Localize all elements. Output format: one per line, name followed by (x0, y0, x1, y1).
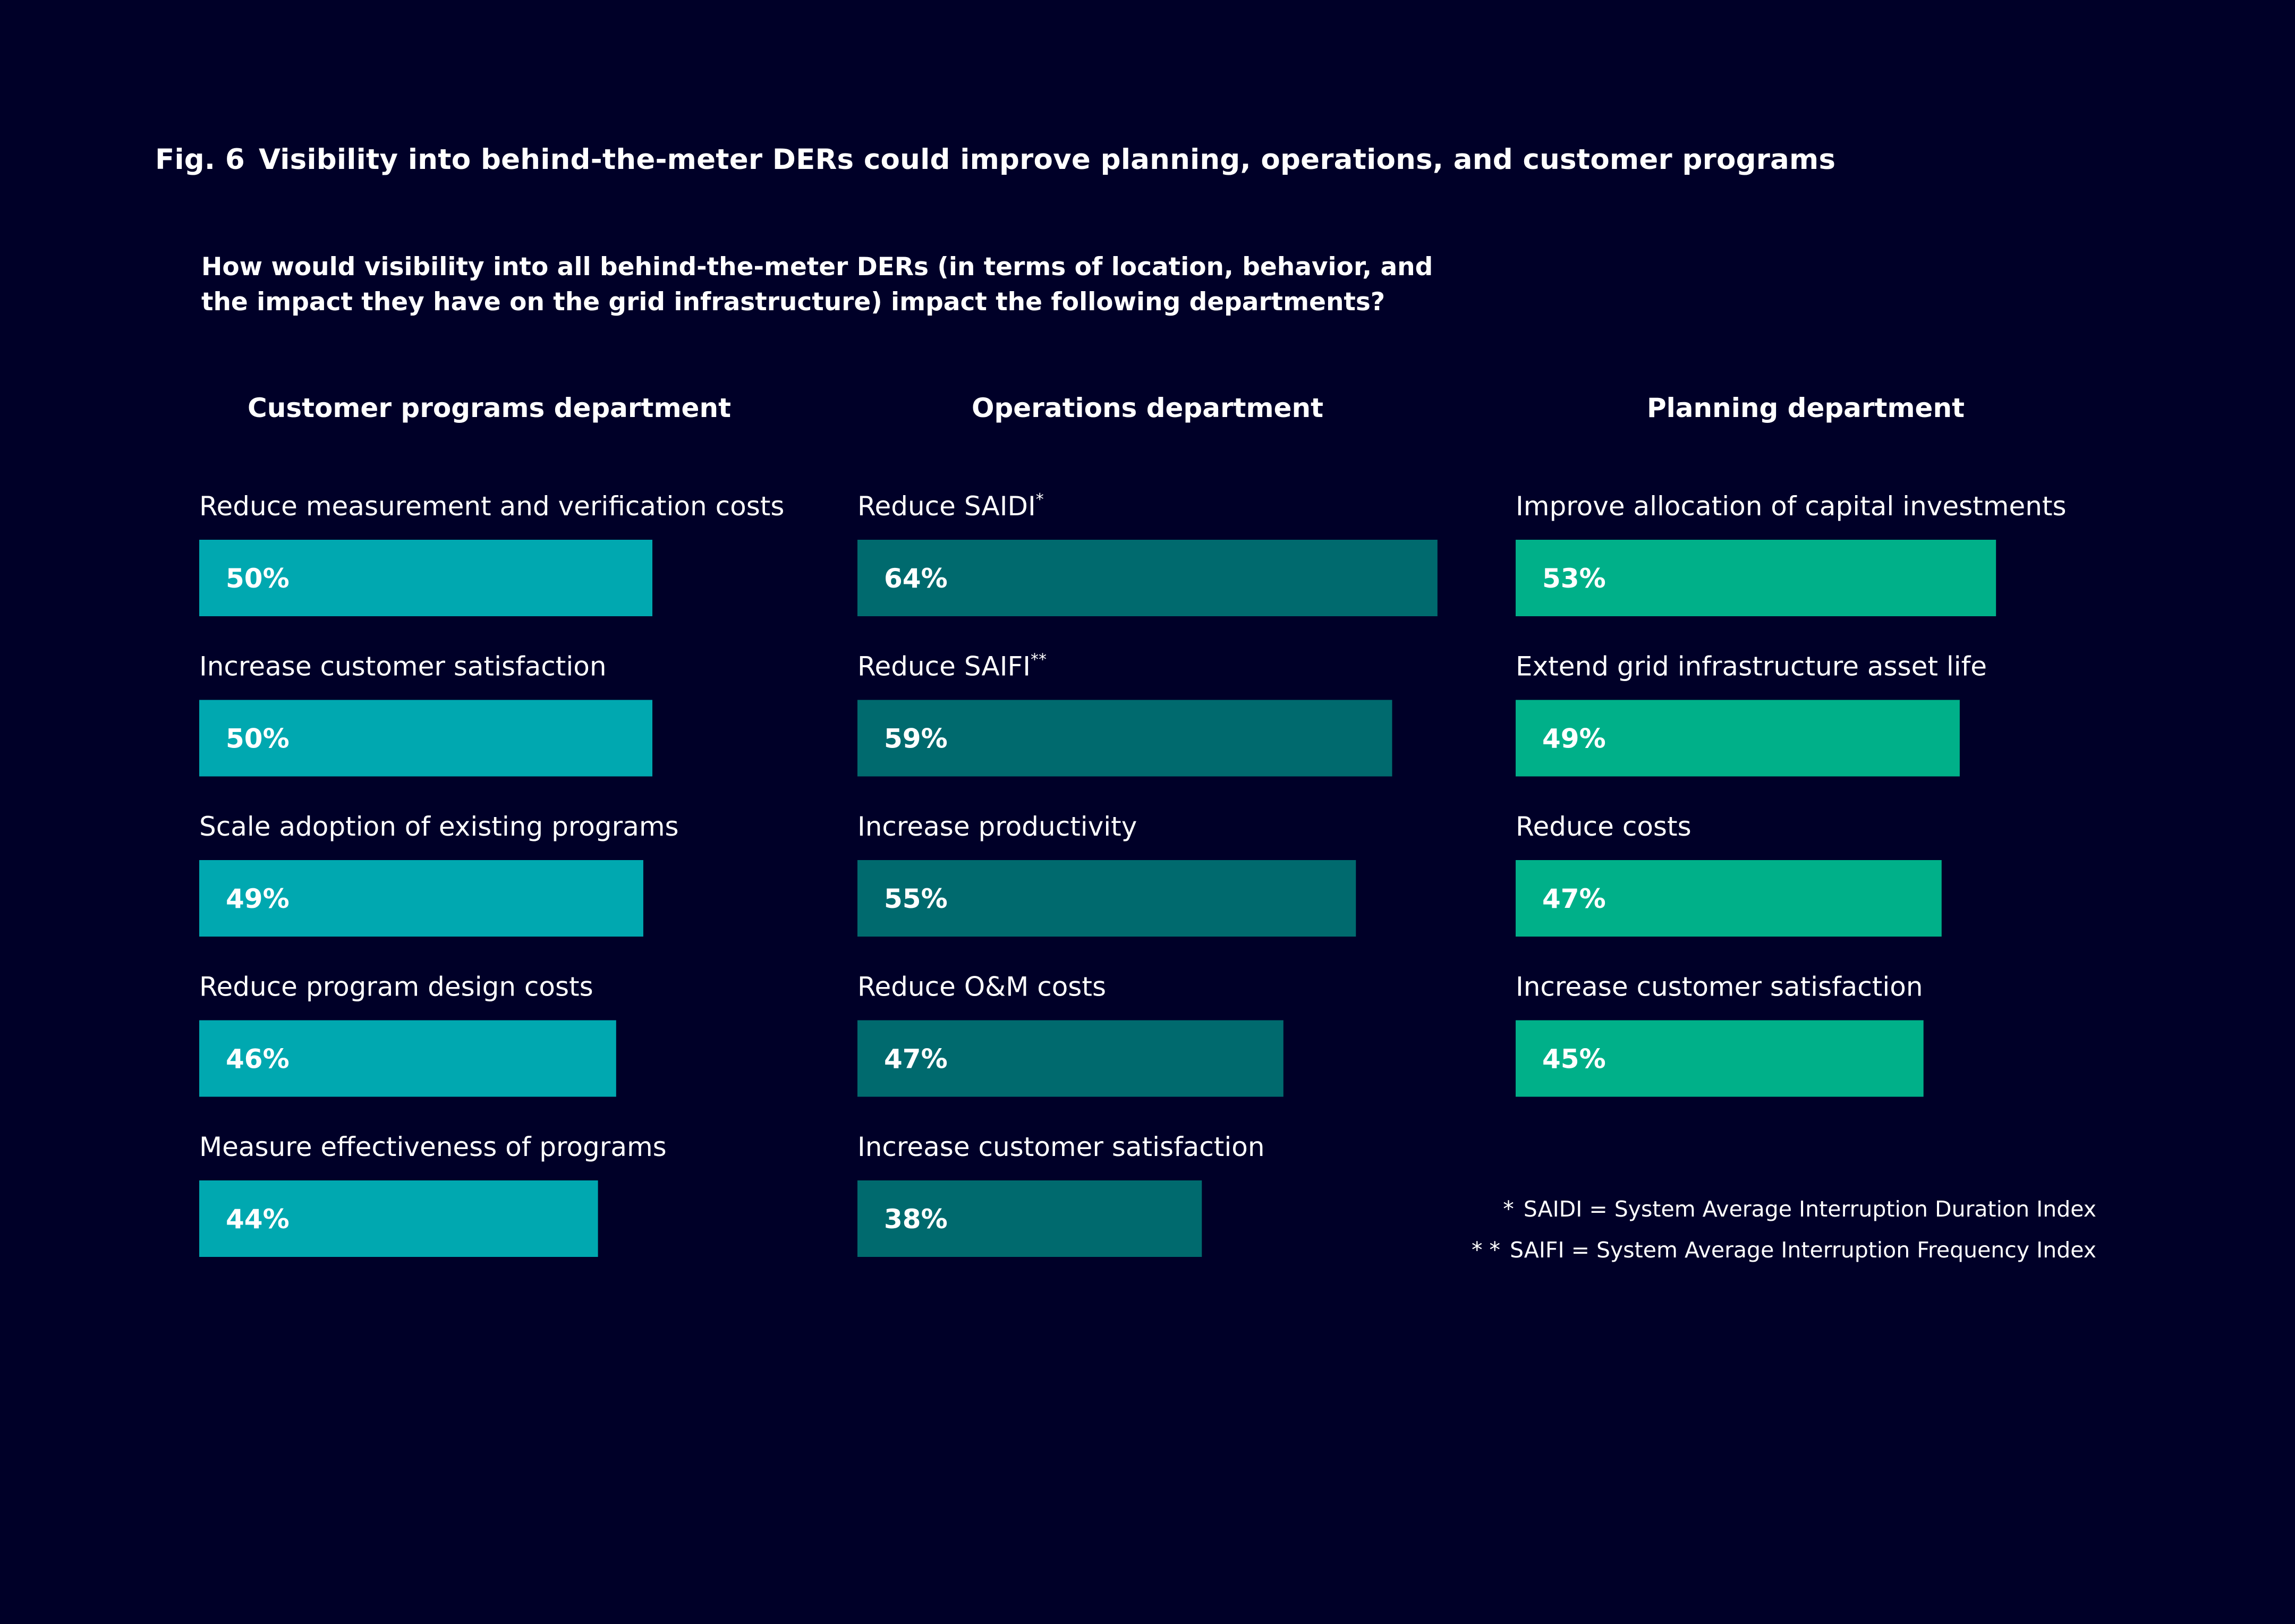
category-label: Increase customer satisfaction (199, 651, 607, 682)
bar-value-label: 44% (226, 1204, 290, 1235)
bar-value-label: 59% (884, 724, 948, 754)
bar (857, 1020, 1284, 1097)
bar-value-label: 49% (1542, 724, 1606, 754)
category-label: Extend grid infrastructure asset life (1516, 651, 1987, 682)
bar-value-label: 49% (226, 883, 290, 914)
category-label: Measure effectiveness of programs (199, 1132, 667, 1162)
footnote-saidi: * SAIDI = System Average Interruption Dur… (1472, 1189, 2096, 1230)
category-label: Increase productivity (857, 811, 1137, 842)
survey-question: How would visibility into all behind-the… (201, 250, 1433, 320)
category-label: Reduce O&M costs (857, 972, 1106, 1002)
panel-title: Operations department (972, 393, 1323, 423)
category-label: Improve allocation of capital investment… (1516, 491, 2067, 522)
bar (199, 860, 643, 937)
bar (857, 1180, 1202, 1257)
category-label: Reduce SAIDI* (857, 490, 1044, 522)
category-label: Reduce costs (1516, 811, 1692, 842)
bar-value-label: 50% (226, 563, 290, 594)
bar (857, 700, 1392, 777)
bar (1516, 700, 1960, 777)
footnote-text: SAIDI = System Average Interruption Dura… (1523, 1196, 2096, 1222)
bar-value-label: 64% (884, 563, 948, 594)
category-label: Reduce measurement and verification cost… (199, 491, 784, 522)
bar-value-label: 53% (1542, 563, 1606, 594)
bar (857, 540, 1438, 616)
survey-question-line-2: the impact they have on the grid infrast… (201, 287, 1386, 317)
bar-value-label: 50% (226, 724, 290, 754)
bar (1516, 860, 1942, 937)
bar (857, 860, 1356, 937)
bar-value-label: 45% (1542, 1044, 1606, 1075)
bar-value-label: 46% (226, 1044, 290, 1075)
footnote-saifi: * * SAIFI = System Average Interruption F… (1472, 1230, 2096, 1271)
footnote-mark: * * (1471, 1237, 1500, 1263)
panel-2: Operations department Reduce SAIDI* 64% Red… (857, 393, 1438, 1257)
figure-title: Fig. 6 Visibility into behind-the-meter D… (155, 143, 1835, 176)
category-label: Reduce program design costs (199, 972, 593, 1002)
panel-title: Customer programs department (248, 393, 731, 423)
bar (199, 1180, 598, 1257)
bar-value-label: 55% (884, 883, 948, 914)
panel-3: Planning department Improve allocation of… (1516, 393, 2067, 1097)
survey-question-line-1: How would visibility into all behind-the… (201, 252, 1433, 282)
panel-title: Planning department (1647, 393, 1965, 423)
bar (199, 540, 652, 616)
bar-value-label: 47% (884, 1044, 948, 1075)
bar (1516, 1020, 1924, 1097)
bar-value-label: 47% (1542, 883, 1606, 914)
bar-value-label: 38% (884, 1204, 948, 1235)
bar (199, 1020, 616, 1097)
figure-title-text: Visibility into behind-the-meter DERs co… (258, 143, 1836, 176)
category-label: Scale adoption of existing programs (199, 811, 679, 842)
panel-1: Customer programs department Reduce measu… (199, 393, 784, 1257)
figure-number: Fig. 6 (155, 143, 245, 176)
category-label: Increase customer satisfaction (857, 1132, 1265, 1162)
footnote-mark: * (1503, 1196, 1514, 1222)
category-label: Increase customer satisfaction (1516, 972, 1923, 1002)
footnotes: * SAIDI = System Average Interruption Dur… (1472, 1189, 2096, 1271)
bar (199, 700, 652, 777)
footnote-text: SAIFI = System Average Interruption Freq… (1510, 1237, 2096, 1263)
category-label: Reduce SAIFI** (857, 651, 1047, 682)
bar (1516, 540, 1996, 616)
